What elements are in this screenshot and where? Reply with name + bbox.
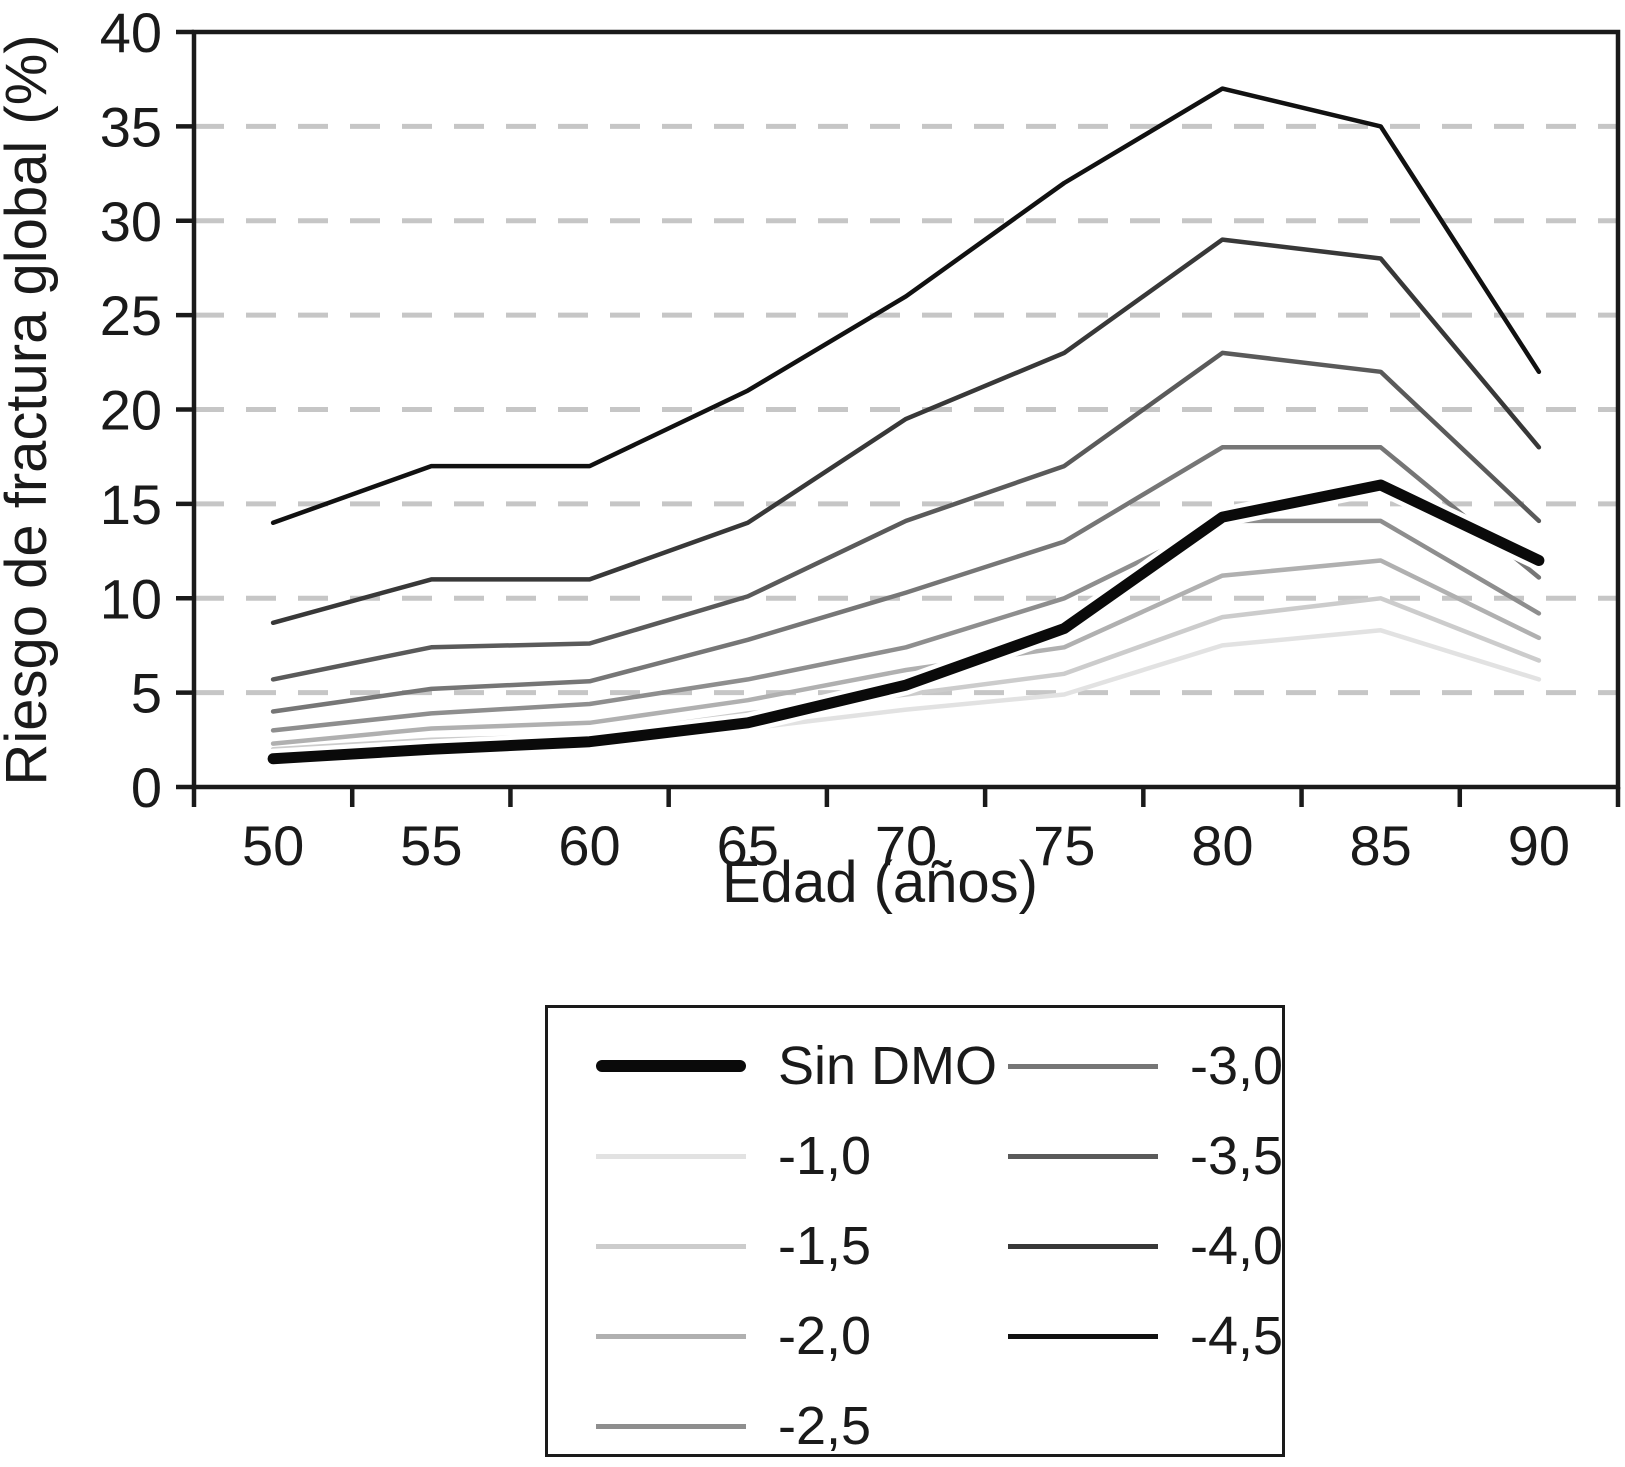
- series-line--3-0: [270, 445, 1542, 714]
- fracture-risk-line-chart: 0 5 10 15 20 25 30 35 40 50 55 60 65 70 75 80 85 90 Riesg…: [0, 1, 1621, 915]
- y-tick-label: 20: [100, 379, 162, 442]
- tick-labels: 0 5 10 15 20 25 30 35 40 50 55 60 65 70 75 80 85 90: [100, 1, 1570, 877]
- legend-label: -1,0: [778, 1126, 872, 1186]
- y-tick-label: 10: [100, 567, 162, 630]
- line-swatch-minus-3-5: [1008, 1153, 1158, 1159]
- plot-frame-and-ticks: [176, 29, 1621, 807]
- legend-label: Sin DMO: [778, 1036, 998, 1096]
- y-tick-label: 5: [131, 662, 162, 725]
- legend-label: -2,0: [778, 1306, 872, 1366]
- legend-item-minus-4-5: -4,5: [1008, 1306, 1283, 1366]
- x-tick-label: 50: [242, 814, 304, 877]
- series-line-sin-dmo: [267, 479, 1545, 765]
- legend-item-sin-dmo: Sin DMO: [596, 1036, 997, 1096]
- legend: Sin DMO -1,0 -1,5 -2,0 -2,5 -3,0: [545, 1005, 1285, 1457]
- legend-label: -4,0: [1190, 1216, 1284, 1276]
- legend-label: -1,5: [778, 1216, 872, 1276]
- y-tick-label: 40: [100, 1, 162, 64]
- y-tick-label: 15: [100, 473, 162, 536]
- x-axis-title: Edad (años): [722, 850, 1038, 915]
- series-line--3-5: [270, 350, 1542, 682]
- line-swatch-minus-2-5: [596, 1423, 746, 1429]
- line-swatch-minus-4-5: [1008, 1333, 1158, 1339]
- x-tick-label: 85: [1350, 814, 1412, 877]
- data-series-lines: [263, 86, 1549, 769]
- series-line--2-5: [270, 518, 1542, 733]
- line-swatch-minus-3-0: [1008, 1063, 1158, 1069]
- legend-item-minus-1-0: -1,0: [596, 1126, 871, 1186]
- x-tick-label: 80: [1191, 814, 1253, 877]
- y-axis-title: Riesgo de fractura global (%): [0, 34, 59, 785]
- y-tick-label: 25: [100, 284, 162, 347]
- y-tick-label: 35: [100, 95, 162, 158]
- legend-item-minus-3-0: -3,0: [1008, 1036, 1283, 1096]
- x-tick-label: 65: [717, 814, 779, 877]
- line-swatch-minus-4-0: [1008, 1243, 1158, 1249]
- x-tick-label: 70: [875, 814, 937, 877]
- gridlines: [194, 123, 1618, 696]
- legend-label: -2,5: [778, 1396, 872, 1456]
- x-tick-label: 75: [1033, 814, 1095, 877]
- y-tick-label: 0: [131, 756, 162, 819]
- y-tick-label: 30: [100, 190, 162, 253]
- series-line--2-0: [270, 558, 1542, 746]
- series-line--4-5: [270, 86, 1542, 526]
- legend-label: -3,0: [1190, 1036, 1284, 1096]
- legend-label: -3,5: [1190, 1126, 1284, 1186]
- legend-label: -4,5: [1190, 1306, 1284, 1366]
- x-tick-label: 90: [1508, 814, 1570, 877]
- series-line--4-0: [270, 237, 1542, 626]
- line-swatch-minus-1-5: [596, 1243, 746, 1249]
- legend-item-minus-3-5: -3,5: [1008, 1126, 1283, 1186]
- legend-item-minus-2-0: -2,0: [596, 1306, 871, 1366]
- series-line-halo: [263, 475, 1549, 769]
- x-tick-label: 55: [400, 814, 462, 877]
- line-swatch-minus-1-0: [596, 1153, 746, 1159]
- line-swatch-minus-2-0: [596, 1333, 746, 1339]
- legend-item-minus-4-0: -4,0: [1008, 1216, 1283, 1276]
- legend-item-minus-2-5: -2,5: [596, 1396, 871, 1456]
- line-swatch-sin-dmo: [596, 1060, 746, 1072]
- x-tick-label: 60: [558, 814, 620, 877]
- legend-item-minus-1-5: -1,5: [596, 1216, 871, 1276]
